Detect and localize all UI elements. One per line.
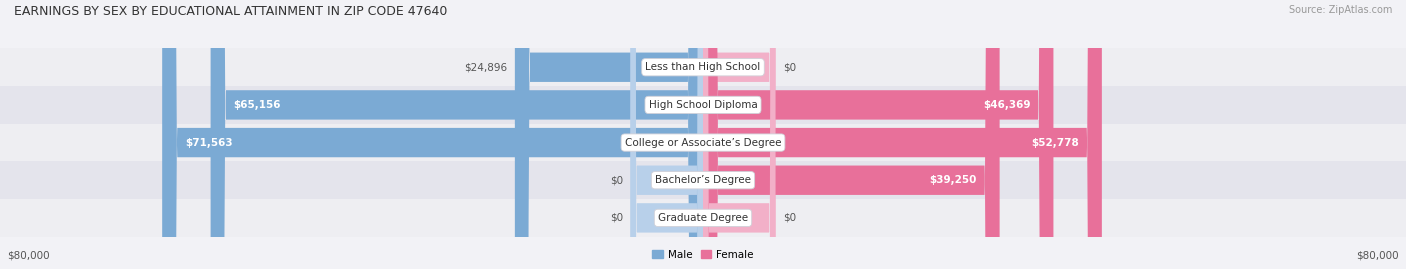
Bar [0, 124, 1406, 161]
Text: $0: $0 [783, 62, 796, 72]
FancyBboxPatch shape [162, 0, 703, 269]
Text: $80,000: $80,000 [1357, 251, 1399, 261]
Text: Bachelor’s Degree: Bachelor’s Degree [655, 175, 751, 185]
Text: High School Diploma: High School Diploma [648, 100, 758, 110]
FancyBboxPatch shape [630, 0, 703, 269]
Text: $46,369: $46,369 [983, 100, 1031, 110]
Text: $24,896: $24,896 [464, 62, 508, 72]
Text: $71,563: $71,563 [184, 137, 232, 148]
FancyBboxPatch shape [515, 0, 703, 269]
Text: Source: ZipAtlas.com: Source: ZipAtlas.com [1288, 5, 1392, 15]
FancyBboxPatch shape [630, 0, 703, 269]
Text: $39,250: $39,250 [929, 175, 977, 185]
Text: $80,000: $80,000 [7, 251, 49, 261]
Text: $0: $0 [610, 213, 623, 223]
Text: $0: $0 [610, 175, 623, 185]
FancyBboxPatch shape [703, 0, 776, 269]
Bar [0, 161, 1406, 199]
Legend: Male, Female: Male, Female [648, 245, 758, 264]
FancyBboxPatch shape [703, 0, 1053, 269]
Text: Less than High School: Less than High School [645, 62, 761, 72]
Bar [0, 86, 1406, 124]
FancyBboxPatch shape [703, 0, 776, 269]
FancyBboxPatch shape [703, 0, 1102, 269]
FancyBboxPatch shape [211, 0, 703, 269]
Text: $52,778: $52,778 [1032, 137, 1080, 148]
Text: $65,156: $65,156 [233, 100, 281, 110]
Bar [0, 48, 1406, 86]
FancyBboxPatch shape [703, 0, 1000, 269]
Text: Graduate Degree: Graduate Degree [658, 213, 748, 223]
Text: EARNINGS BY SEX BY EDUCATIONAL ATTAINMENT IN ZIP CODE 47640: EARNINGS BY SEX BY EDUCATIONAL ATTAINMEN… [14, 5, 447, 18]
Bar [0, 199, 1406, 237]
Text: College or Associate’s Degree: College or Associate’s Degree [624, 137, 782, 148]
Text: $0: $0 [783, 213, 796, 223]
